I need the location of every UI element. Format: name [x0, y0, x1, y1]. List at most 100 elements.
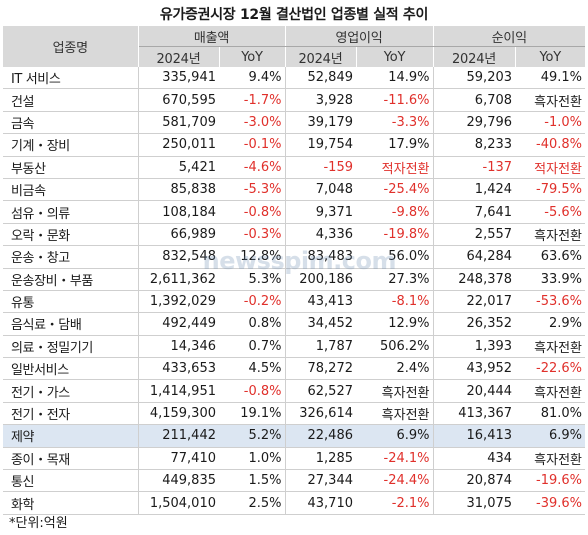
revenue-yoy-cell: -3.0%	[219, 111, 286, 135]
revenue-cell: 66,989	[138, 223, 219, 247]
table-row: 금속 581,709 -3.0% 39,179 -3.3% 29,796 -1.0%	[3, 111, 586, 135]
sector-name-cell: 부동산	[3, 156, 139, 179]
net-income-yoy-cell: -19.6%	[515, 469, 586, 493]
operating-profit-cell: 22,486	[285, 424, 356, 448]
revenue-yoy-cell: -1.7%	[219, 88, 286, 112]
operating-profit-yoy-cell: 27.3%	[356, 268, 434, 291]
revenue-yoy-cell: 9.4%	[219, 67, 286, 90]
operating-profit-yoy-cell: -9.8%	[356, 200, 434, 224]
revenue-cell: 581,709	[138, 111, 219, 135]
operating-profit-yoy-cell: 2.4%	[356, 357, 434, 381]
operating-profit-cell: -159	[285, 156, 356, 179]
operating-profit-yoy-cell: -8.1%	[356, 290, 434, 314]
revenue-cell: 1,392,029	[138, 290, 219, 314]
net-income-yoy-cell: 흑자전환	[515, 379, 586, 403]
sector-name-cell: 일반서비스	[3, 357, 139, 381]
operating-profit-yoy-cell: -24.1%	[356, 447, 434, 471]
table-row: 통신 449,835 1.5% 27,344 -24.4% 20,874 -19.6%	[3, 469, 586, 493]
net-income-yoy-cell: 흑자전환	[515, 88, 586, 112]
table-row: 제약 211,442 5.2% 22,486 6.9% 16,413 6.9%	[3, 424, 586, 448]
sector-name-cell: 섬유・의류	[3, 200, 139, 224]
net-income-cell: 16,413	[433, 424, 516, 448]
table-title: 유가증권시장 12월 결산법인 업종별 실적 추이	[159, 7, 429, 23]
sector-name-cell: 화학	[3, 491, 139, 515]
net-income-yoy-cell: -53.6%	[515, 290, 586, 314]
sector-name-cell: 제약	[3, 424, 139, 448]
revenue-cell: 1,414,951	[138, 379, 219, 403]
revenue-yoy-cell: 19.1%	[219, 402, 286, 426]
net-income-yoy-cell: 63.6%	[515, 245, 586, 269]
net-income-yoy-cell: 81.0%	[515, 402, 586, 426]
net-income-yoy-cell: -40.8%	[515, 133, 586, 157]
operating-profit-cell: 43,710	[285, 491, 356, 515]
net-income-cell: 7,641	[433, 200, 516, 224]
revenue-cell: 85,838	[138, 178, 219, 202]
net-income-yoy-cell: 흑자전환	[515, 223, 586, 247]
revenue-cell: 670,595	[138, 88, 219, 112]
net-income-cell: 43,952	[433, 357, 516, 381]
table-row: IT 서비스 335,941 9.4% 52,849 14.9% 59,203 49.1%	[3, 67, 586, 90]
operating-profit-cell: 9,371	[285, 200, 356, 224]
revenue-yoy-cell: 0.7%	[219, 335, 286, 359]
revenue-cell: 250,011	[138, 133, 219, 157]
sector-name-cell: 금속	[3, 111, 139, 135]
operating-profit-cell: 27,344	[285, 469, 356, 493]
revenue-yoy-cell: 0.8%	[219, 312, 286, 336]
table-row: 전기・전자 4,159,300 19.1% 326,614 흑자전환 413,367 81.…	[3, 402, 586, 426]
revenue-cell: 211,442	[138, 424, 219, 448]
revenue-yoy-cell: 12.8%	[219, 245, 286, 269]
operating-profit-cell: 200,186	[285, 268, 356, 291]
sector-name-cell: 기계・장비	[3, 133, 139, 157]
operating-profit-yoy-cell: -19.8%	[356, 223, 434, 247]
operating-profit-cell: 7,048	[285, 178, 356, 202]
revenue-cell: 433,653	[138, 357, 219, 381]
net-income-cell: 1,393	[433, 335, 516, 359]
revenue-yoy-cell: 4.5%	[219, 357, 286, 381]
year-header: 2024년	[285, 46, 357, 67]
sector-name-cell: 전기・전자	[3, 402, 139, 426]
revenue-cell: 14,346	[138, 335, 219, 359]
table-row: 유통 1,392,029 -0.2% 43,413 -8.1% 22,017 -53.6%	[3, 290, 586, 314]
net-income-yoy-cell: -5.6%	[515, 200, 586, 224]
net-income-cell: 248,378	[433, 268, 516, 291]
net-income-cell: 6,708	[433, 88, 516, 112]
net-income-yoy-cell: 흑자전환	[515, 447, 586, 471]
sector-name-cell: IT 서비스	[3, 67, 139, 90]
operating-profit-yoy-cell: -2.1%	[356, 491, 434, 515]
table-row: 섬유・의류 108,184 -0.8% 9,371 -9.8% 7,641 -5.6%	[3, 200, 586, 224]
operating-profit-yoy-cell: -11.6%	[356, 88, 434, 112]
net-income-yoy-cell: 2.9%	[515, 312, 586, 336]
revenue-yoy-cell: -0.8%	[219, 379, 286, 403]
operating-profit-cell: 34,452	[285, 312, 356, 336]
net-income-cell: 22,017	[433, 290, 516, 314]
operating-profit-cell: 43,413	[285, 290, 356, 314]
revenue-cell: 77,410	[138, 447, 219, 471]
revenue-yoy-cell: -0.1%	[219, 133, 286, 157]
revenue-yoy-cell: -0.2%	[219, 290, 286, 314]
sector-name-cell: 건설	[3, 88, 139, 112]
net-income-yoy-cell: 49.1%	[515, 67, 586, 90]
revenue-yoy-cell: 5.2%	[219, 424, 286, 448]
sector-header: 업종명	[3, 26, 139, 67]
net-income-cell: 1,424	[433, 178, 516, 202]
net-income-cell: 8,233	[433, 133, 516, 157]
operating-profit-cell: 39,179	[285, 111, 356, 135]
yoy-header: YoY	[219, 46, 286, 67]
sector-name-cell: 운송・창고	[3, 245, 139, 269]
net-income-cell: 64,284	[433, 245, 516, 269]
revenue-yoy-cell: 2.5%	[219, 491, 286, 515]
operating-profit-cell: 52,849	[285, 67, 356, 90]
unit-footnote: *단위:억원	[9, 516, 68, 531]
revenue-cell: 335,941	[138, 67, 219, 90]
operating-profit-cell: 19,754	[285, 133, 356, 157]
operating-profit-header: 영업이익	[285, 26, 434, 47]
net-income-cell: 31,075	[433, 491, 516, 515]
sector-name-cell: 의료・정밀기기	[3, 335, 139, 359]
net-income-yoy-cell: -39.6%	[515, 491, 586, 515]
operating-profit-yoy-cell: 흑자전환	[356, 402, 434, 426]
net-income-cell: 20,874	[433, 469, 516, 493]
net-income-cell: 20,444	[433, 379, 516, 403]
net-income-yoy-cell: -22.6%	[515, 357, 586, 381]
operating-profit-yoy-cell: 17.9%	[356, 133, 434, 157]
table-body: IT 서비스 335,941 9.4% 52,849 14.9% 59,203 49.1% 건…	[3, 67, 586, 515]
